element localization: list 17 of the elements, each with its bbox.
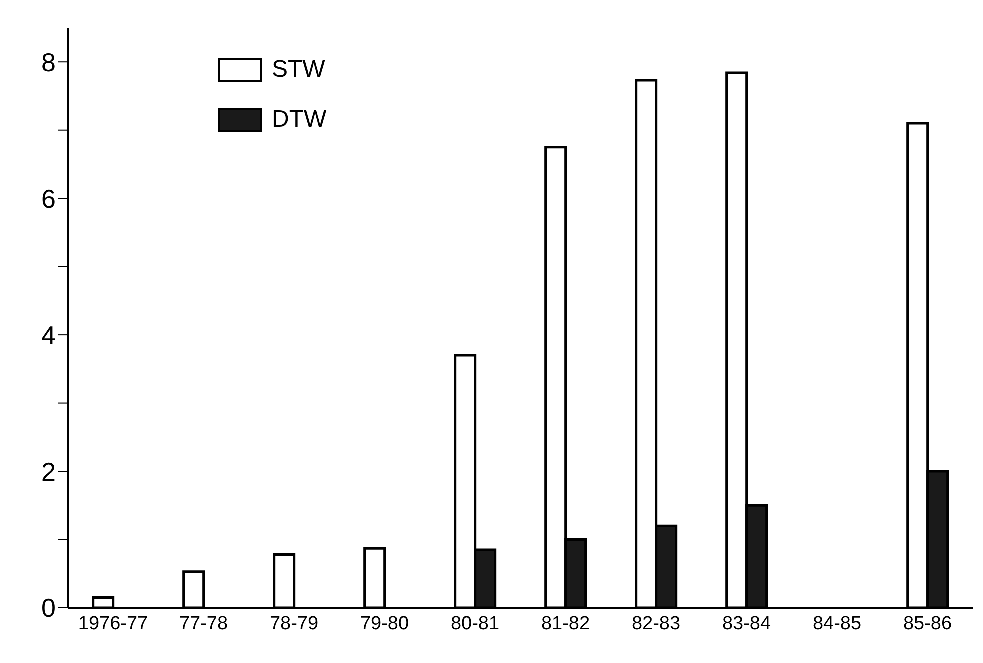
x-tick-label: 84-85 (812, 613, 862, 634)
x-tick-label: 83-84 (722, 613, 772, 634)
x-tick-label: 85-86 (903, 613, 952, 634)
y-tick-label: 6 (42, 184, 56, 214)
x-tick-label: 79-80 (360, 613, 410, 634)
legend-label: DTW (272, 106, 327, 134)
x-tick-label: 81-82 (541, 613, 590, 634)
x-tick-label: 82-83 (632, 613, 681, 634)
x-tick-label: 1976-77 (78, 613, 148, 634)
x-tick-label: 78-79 (270, 613, 319, 634)
x-tick-label: 80-81 (450, 613, 500, 634)
y-tick-label: 4 (42, 320, 56, 350)
legend-label: STW (272, 56, 326, 84)
y-tick-label: 8 (42, 47, 56, 78)
y-tick-label: 0 (42, 593, 56, 624)
x-tick-label: 77-78 (179, 613, 228, 634)
y-tick-label: 2 (42, 456, 56, 487)
